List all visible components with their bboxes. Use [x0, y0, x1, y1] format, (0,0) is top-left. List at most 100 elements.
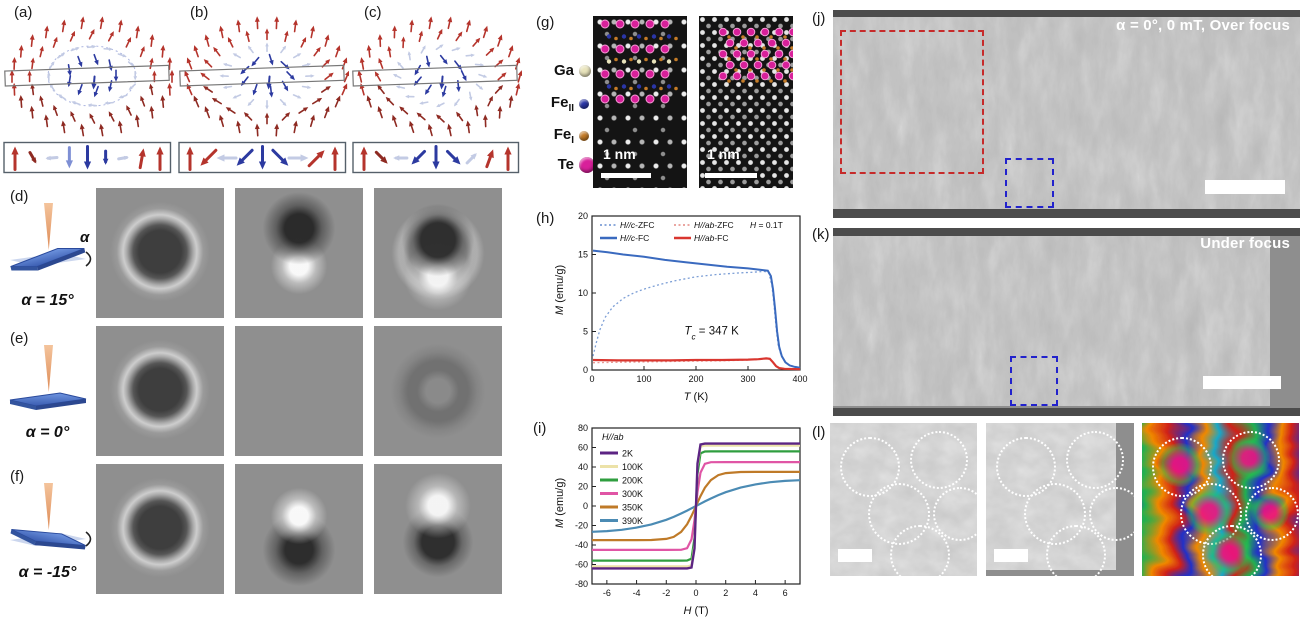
ltem-underfocus-image: Under focus: [833, 228, 1300, 416]
spin-arrow: [152, 70, 157, 83]
spin-arrow: [45, 155, 59, 161]
skyrmion-texture-a: [4, 16, 174, 137]
spin-arrow: [359, 57, 365, 70]
spin-arrow: [80, 16, 85, 30]
spin-arrow: [118, 19, 123, 33]
spin-arrow: [117, 120, 123, 134]
svg-text:100: 100: [636, 374, 651, 384]
spin-arrow: [149, 34, 155, 48]
spin-arrow: [456, 111, 464, 122]
panel-label-b: (b): [190, 4, 209, 21]
spin-arrow: [264, 112, 270, 125]
spin-arrow: [28, 151, 37, 164]
spin-arrow: [89, 113, 96, 124]
spin-arrow: [79, 123, 85, 137]
spin-arrow: [271, 148, 289, 166]
spin-arrow: [324, 34, 330, 47]
spin-arrow: [436, 28, 443, 40]
spin-arrow: [465, 153, 477, 165]
spin-arrow: [219, 25, 224, 39]
spin-arrow: [453, 98, 460, 107]
skyrmion-texture-c: [352, 16, 522, 137]
panel-label-g: (g): [536, 14, 555, 31]
spin-arrow: [405, 94, 415, 99]
spin-arrow: [286, 71, 295, 81]
spin-arrow: [186, 146, 194, 171]
spin-arrow: [508, 95, 514, 108]
skyrmion-marker-circle: [840, 437, 900, 497]
spin-arrow: [184, 70, 191, 83]
tilt-schematic-15: α: [10, 203, 92, 271]
spin-arrow: [323, 106, 330, 119]
tilt-schematic-0: [9, 345, 87, 410]
svg-text:80: 80: [578, 423, 588, 433]
simulated-ltem-0-2: [374, 326, 502, 456]
svg-text:200K: 200K: [622, 476, 643, 486]
svg-text:H//ab: H//ab: [602, 432, 624, 442]
spin-arrow: [420, 45, 426, 54]
spin-arrow: [377, 106, 383, 119]
spin-arrow: [482, 114, 488, 128]
atom-overlay: [600, 19, 678, 104]
skyrmion-texture-b: [179, 16, 349, 137]
spin-arrow: [494, 85, 504, 94]
svg-text:H = 0.1T: H = 0.1T: [750, 220, 783, 230]
skyrmion-marker-circle: [910, 431, 968, 489]
spin-arrow: [508, 45, 514, 58]
ltem-overfocus-image: α = 0°, 0 mT, Over focus: [833, 10, 1300, 218]
svg-text:-40: -40: [575, 540, 588, 550]
spin-arrow: [203, 59, 213, 68]
electron-beam-cone: [44, 203, 53, 250]
spin-arrow: [357, 70, 363, 83]
spin-arrow: [468, 91, 473, 101]
spin-arrow: [324, 72, 334, 81]
spin-arrow: [478, 73, 488, 78]
svg-text:40: 40: [578, 462, 588, 472]
spin-arrow: [86, 45, 97, 49]
spin-arrow: [135, 25, 140, 39]
spin-arrow: [320, 85, 331, 93]
mt-chart: 0 100 200 300 400 0 5 10 15 20 T (K) M (emu/g) Tc = …: [554, 211, 808, 403]
spin-arrow: [200, 72, 210, 81]
te-atom-swatch: [579, 156, 595, 173]
spin-arrow: [169, 69, 174, 83]
spin-arrow: [366, 44, 372, 58]
spin-arrow: [497, 105, 503, 119]
simulated-ltem-0-1: [235, 326, 363, 456]
tilt-schematic-minus15: [10, 483, 92, 550]
spin-arrow: [232, 94, 242, 99]
spin-arrow: [203, 85, 214, 93]
spin-arrow: [497, 72, 507, 81]
electron-beam-cone: [44, 345, 53, 392]
spin-arrow: [377, 84, 385, 95]
spin-arrow: [67, 64, 72, 77]
svg-text:20: 20: [578, 482, 588, 492]
l1-scalebar: [838, 549, 872, 562]
spin-arrow: [108, 59, 113, 72]
stem-right-scalebar: [705, 173, 757, 178]
atom-legend-feII: FeII: [538, 94, 589, 114]
spin-arrow: [265, 42, 269, 52]
spin-arrow: [411, 149, 427, 165]
roi-box-red: [840, 30, 984, 174]
spin-arrow: [254, 123, 260, 137]
spin-arrow: [465, 120, 471, 134]
spin-arrow: [149, 83, 154, 96]
spin-arrow: [482, 25, 488, 39]
spin-arrow: [407, 51, 412, 61]
spin-arrow: [236, 148, 254, 166]
simulated-ltem-0-0: [96, 326, 224, 456]
spin-arrow: [52, 36, 58, 48]
spin-arrow: [485, 149, 494, 169]
spin-arrow: [67, 75, 72, 88]
spin-arrow: [11, 56, 17, 70]
roi-box-blue: [1005, 158, 1054, 208]
spin-arrow: [213, 46, 221, 57]
spin-arrow: [377, 34, 383, 48]
spin-arrow: [265, 100, 269, 110]
spin-arrow: [200, 148, 218, 166]
spin-arrow: [61, 19, 67, 33]
spin-arrow: [117, 53, 127, 58]
skyrmion-marker-circle: [890, 525, 950, 576]
spin-arrow: [268, 85, 274, 98]
